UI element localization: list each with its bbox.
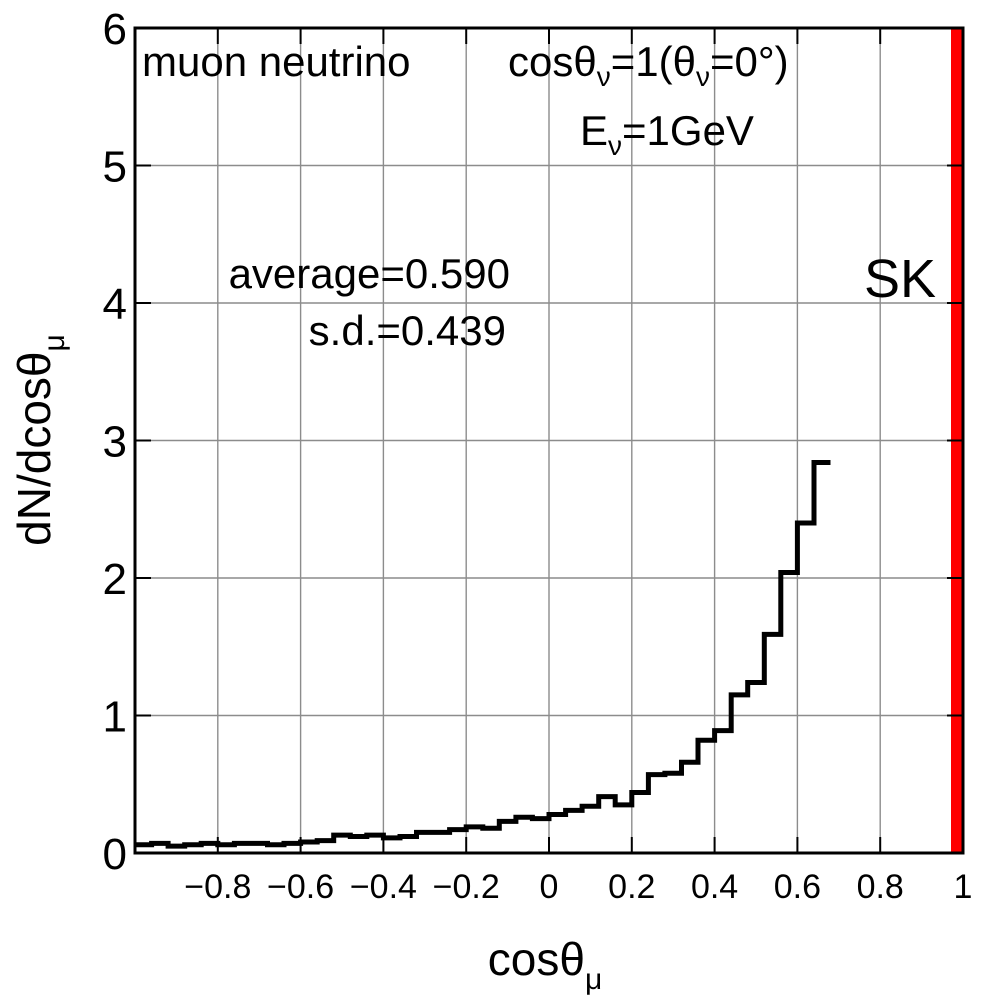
annotation-average: average=0.590	[229, 250, 510, 297]
x-tick-labels: −0.8 −0.6 −0.4 −0.2 0 0.2 0.4 0.6 0.8 1	[184, 868, 972, 906]
y-tick-label: 0	[103, 830, 127, 879]
x-tick-label: 0.6	[774, 868, 821, 906]
y-tick-label: 5	[103, 143, 127, 192]
y-tick-labels: 0 1 2 3 4 5 6	[103, 5, 127, 879]
x-tick-label: 0.4	[691, 868, 738, 906]
y-tick-label: 4	[103, 280, 127, 329]
grid-lines	[135, 28, 963, 853]
axis-ticks	[135, 27, 964, 854]
x-tick-label: −0.6	[267, 868, 334, 906]
y-tick-label: 3	[103, 418, 127, 467]
y-tick-label: 1	[103, 693, 127, 742]
x-tick-label: 0.8	[857, 868, 904, 906]
y-axis-label: dN/dcosθμ	[8, 334, 71, 546]
annotation-energy: Eν=1GeV	[580, 107, 754, 161]
y-tick-label: 6	[103, 5, 127, 54]
y-tick-label: 2	[103, 555, 127, 604]
annotation-particle: muon neutrino	[142, 38, 411, 85]
x-tick-label: 0.2	[608, 868, 655, 906]
annotation-sd: s.d.=0.439	[309, 307, 506, 354]
histogram-series	[135, 460, 831, 849]
histogram-step-line	[135, 460, 831, 849]
sk-label: SK	[864, 249, 936, 309]
x-tick-label: −0.4	[350, 868, 417, 906]
x-axis-label: cosθμ	[488, 933, 602, 996]
x-tick-label: −0.8	[184, 868, 251, 906]
x-tick-label: 1	[954, 868, 973, 906]
x-tick-label: −0.2	[433, 868, 500, 906]
x-tick-label: 0	[540, 868, 559, 906]
annotation-direction: cosθν=1(θν=0°)	[508, 38, 789, 92]
